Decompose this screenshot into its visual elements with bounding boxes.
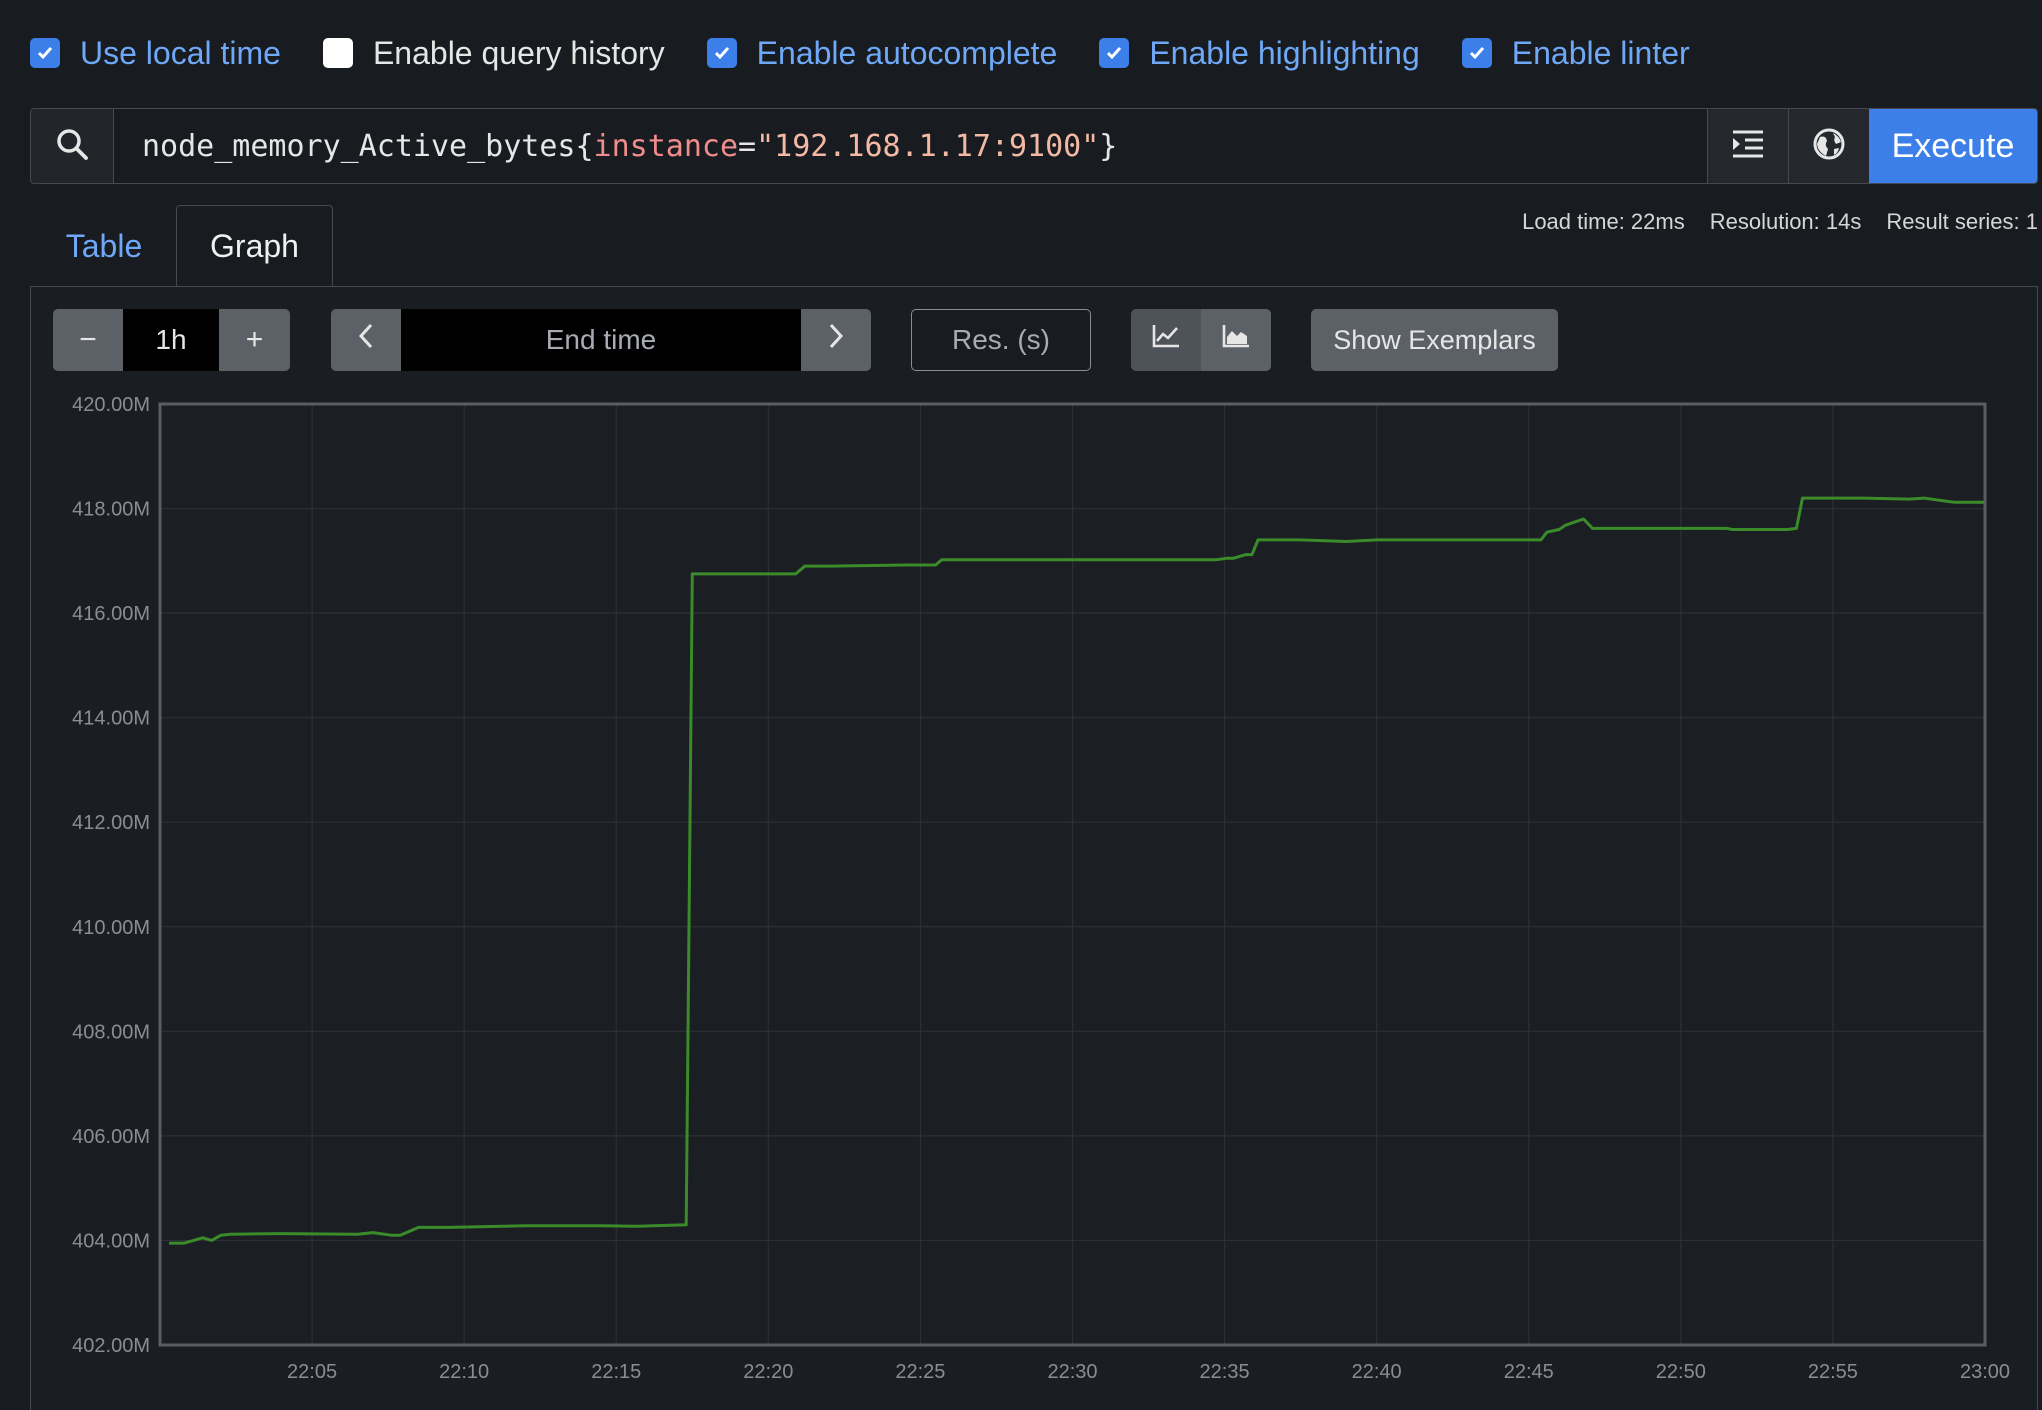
prev-time-button[interactable]: [331, 309, 401, 371]
x-tick-label: 22:25: [895, 1361, 945, 1383]
x-tick-label: 22:20: [743, 1361, 793, 1383]
x-tick-label: 22:10: [439, 1361, 489, 1383]
check-icon: [1469, 47, 1484, 60]
y-tick-label: 404.00M: [72, 1230, 150, 1252]
checkbox[interactable]: [1461, 38, 1492, 68]
x-tick-label: 22:05: [287, 1361, 337, 1383]
y-tick-label: 408.00M: [72, 1021, 150, 1043]
end-time-control: End time: [331, 309, 871, 371]
query-open-brace: {: [575, 128, 594, 164]
end-time-input[interactable]: End time: [401, 309, 801, 371]
resolution: Resolution: 14s: [1709, 209, 1862, 234]
chevron-right-icon: [827, 322, 845, 358]
x-tick-label: 22:45: [1504, 1361, 1554, 1383]
option-enable-query-history[interactable]: Enable query history: [322, 34, 665, 72]
next-time-button[interactable]: [801, 309, 871, 371]
result-series: Result series: 1: [1886, 209, 2038, 234]
option-label: Enable linter: [1511, 34, 1690, 71]
plot-frame: [158, 402, 1987, 1347]
stacked-chart-icon: [1221, 323, 1251, 357]
resolution-input[interactable]: Res. (s): [911, 309, 1091, 371]
query-equals: =: [738, 128, 757, 164]
metrics-explorer-button[interactable]: [1788, 109, 1869, 183]
y-tick-label: 412.00M: [72, 812, 150, 834]
tab-graph[interactable]: Graph: [176, 205, 333, 287]
chevron-left-icon: [357, 322, 375, 358]
option-use-local-time[interactable]: Use local time: [30, 35, 281, 72]
range-input[interactable]: 1h: [123, 309, 219, 371]
x-tick-label: 22:35: [1200, 1361, 1250, 1383]
y-tick-label: 410.00M: [72, 917, 150, 939]
checkbox[interactable]: [706, 38, 737, 68]
query-bar: node_memory_Active_bytes{instance = "192.1…: [30, 108, 2038, 184]
line-chart-button[interactable]: [1131, 309, 1201, 371]
format-query-button[interactable]: [1707, 109, 1788, 183]
option-enable-linter[interactable]: Enable linter: [1461, 34, 1690, 72]
tab-table[interactable]: Table: [65, 227, 143, 264]
x-tick-label: 22:55: [1808, 1361, 1858, 1383]
y-tick-label: 406.00M: [72, 1126, 150, 1148]
query-close-brace: }: [1099, 128, 1118, 164]
option-label: Enable autocomplete: [756, 34, 1058, 71]
options-row: Use local time Enable query history Enable…: [30, 30, 1732, 76]
y-tick-label: 416.00M: [72, 603, 150, 625]
x-tick-label: 22:15: [591, 1361, 641, 1383]
execute-button[interactable]: Execute: [1869, 109, 2037, 183]
check-icon: [37, 47, 53, 60]
range-increase-button[interactable]: +: [219, 309, 290, 371]
check-icon: [1107, 47, 1122, 60]
x-tick-label: 22:40: [1352, 1361, 1402, 1383]
search-icon: [55, 127, 89, 166]
query-stats: Load time: 22ms Resolution: 14s Result s…: [1497, 205, 2038, 239]
series-line: [169, 496, 1985, 1245]
query-label-name: instance: [593, 128, 739, 164]
option-label: Enable highlighting: [1149, 34, 1420, 71]
range-control: − 1h +: [53, 309, 290, 371]
x-tick-label: 23:00: [1960, 1361, 2010, 1383]
y-tick-label: 402.00M: [72, 1335, 150, 1357]
checkbox[interactable]: [322, 38, 353, 68]
line-chart-icon: [1151, 323, 1181, 357]
x-tick-label: 22:50: [1656, 1361, 1706, 1383]
metrics-explorer-icon: [1812, 127, 1846, 166]
x-tick-label: 22:30: [1047, 1361, 1097, 1383]
y-tick-label: 414.00M: [72, 708, 150, 730]
stacked-chart-button[interactable]: [1201, 309, 1271, 371]
option-label: Use local time: [80, 34, 281, 71]
format-query-icon: [1731, 129, 1765, 164]
query-label-value: "192.168.1.17:9100": [756, 128, 1100, 164]
check-icon: [714, 47, 729, 60]
option-enable-autocomplete[interactable]: Enable autocomplete: [706, 34, 1058, 72]
checkbox[interactable]: [30, 38, 60, 68]
show-exemplars-button[interactable]: Show Exemplars: [1311, 309, 1558, 371]
option-enable-highlighting[interactable]: Enable highlighting: [1099, 34, 1420, 72]
y-tick-label: 418.00M: [72, 499, 150, 521]
search-button: [31, 109, 114, 183]
chart-type-toggle: [1131, 309, 1271, 371]
option-label: Enable query history: [372, 34, 665, 71]
load-time: Load time: 22ms: [1522, 209, 1685, 234]
query-input[interactable]: node_memory_Active_bytes{instance = "192.1…: [114, 109, 1707, 183]
query-metric: node_memory_Active_bytes: [142, 128, 576, 164]
range-decrease-button[interactable]: −: [53, 309, 123, 371]
y-tick-label: 420.00M: [72, 394, 150, 416]
checkbox[interactable]: [1099, 38, 1130, 68]
